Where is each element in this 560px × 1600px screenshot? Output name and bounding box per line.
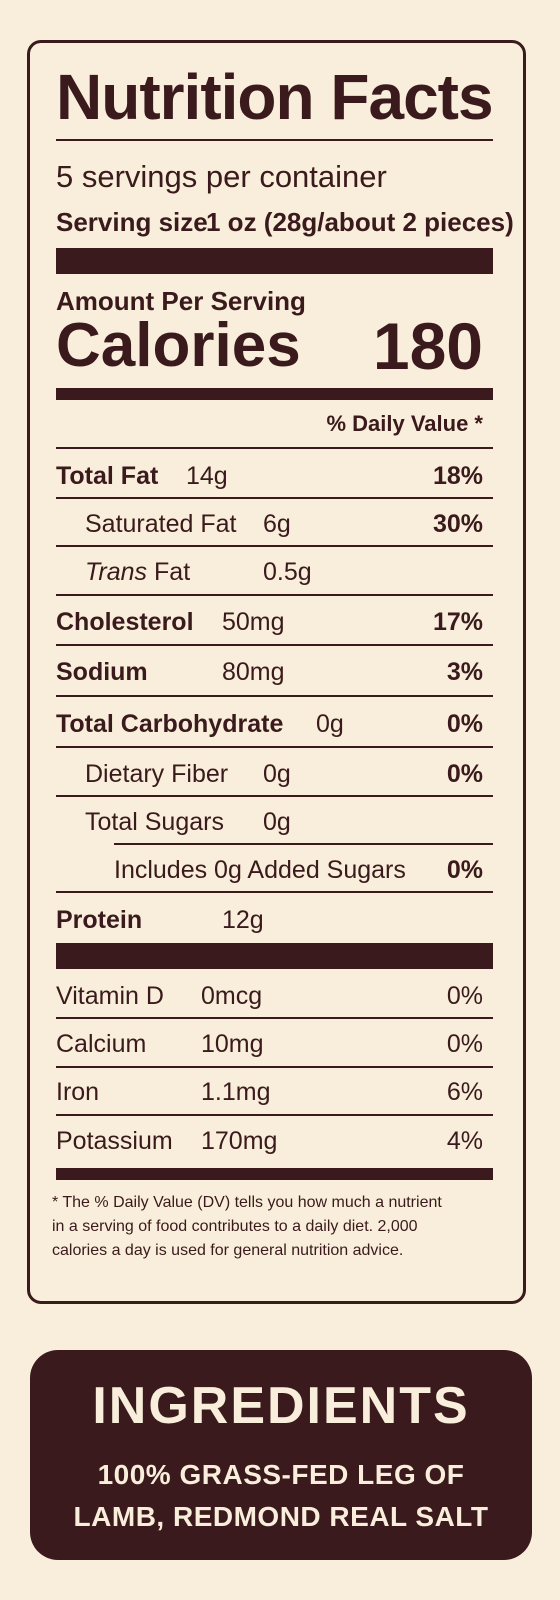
servings-per-container: 5 servings per container <box>56 159 387 194</box>
saturated-fat-amount: 6g <box>263 510 291 538</box>
calcium-dv: 0% <box>446 1030 483 1058</box>
ingredients-line-2: LAMB, REDMOND REAL SALT <box>73 1501 489 1532</box>
potassium-dv: 4% <box>446 1127 483 1155</box>
vitamin-d-dv: 0% <box>446 982 483 1010</box>
sodium-label: Sodium <box>56 658 148 686</box>
trans-fat-label: Trans Fat <box>85 557 190 587</box>
potassium-label: Potassium <box>56 1127 173 1155</box>
divider-medium <box>56 1168 493 1180</box>
trans-fat-label-suffix: Fat <box>154 558 191 586</box>
divider-thin <box>56 497 493 499</box>
divider-thin <box>56 746 493 748</box>
serving-size-value: 1 oz (28g/about 2 pieces) <box>206 207 514 237</box>
footnote-line-2: in a serving of food contributes to a da… <box>52 1218 418 1235</box>
total-fat-dv: 18% <box>432 462 483 490</box>
divider-thin <box>56 1066 493 1068</box>
total-carbohydrate-dv: 0% <box>446 710 483 738</box>
divider-thin-indented <box>114 843 493 845</box>
divider-thin <box>56 1017 493 1019</box>
total-sugars-amount: 0g <box>263 808 291 836</box>
divider-thick <box>56 248 493 274</box>
serving-size-label: Serving size <box>56 207 208 237</box>
amount-per-serving: Amount Per Serving <box>56 286 306 316</box>
divider-thin <box>56 545 493 547</box>
total-sugars-label: Total Sugars <box>85 808 224 836</box>
divider-thin <box>56 139 493 141</box>
vitamin-d-label: Vitamin D <box>56 982 164 1010</box>
calcium-label: Calcium <box>56 1030 147 1058</box>
footnote-line-3: calories a day is used for general nutri… <box>52 1242 404 1259</box>
saturated-fat-label: Saturated Fat <box>85 510 237 538</box>
total-carbohydrate-amount: 0g <box>316 710 344 738</box>
iron-dv: 6% <box>446 1078 483 1106</box>
dietary-fiber-dv: 0% <box>446 760 483 788</box>
divider-thin <box>56 594 493 596</box>
trans-fat-amount: 0.5g <box>263 558 312 586</box>
potassium-amount: 170mg <box>201 1127 278 1155</box>
sodium-dv: 3% <box>446 658 483 686</box>
divider-thin <box>56 891 493 893</box>
dietary-fiber-label: Dietary Fiber <box>85 760 229 788</box>
ingredients-list: 100% GRASS-FED LEG OF LAMB, REDMOND REAL… <box>30 1454 532 1538</box>
daily-value-header: % Daily Value * <box>326 411 483 436</box>
nutrition-facts-panel: Nutrition Facts 5 servings per container… <box>27 40 526 1304</box>
total-fat-amount: 14g <box>186 462 228 490</box>
divider-thick <box>56 943 493 969</box>
nutrition-facts-content: Nutrition Facts 5 servings per container… <box>52 43 514 1301</box>
divider-medium <box>56 388 493 400</box>
cholesterol-amount: 50mg <box>222 608 285 636</box>
cholesterol-label: Cholesterol <box>56 608 194 636</box>
divider-thin <box>56 695 493 697</box>
total-fat-label: Total Fat <box>56 462 159 490</box>
nutrition-facts-title: Nutrition Facts <box>56 61 494 133</box>
total-carbohydrate-label: Total Carbohydrate <box>56 710 284 738</box>
divider-thin <box>56 644 493 646</box>
saturated-fat-dv: 30% <box>432 510 483 538</box>
trans-fat-label-italic: Trans <box>85 558 148 586</box>
calcium-amount: 10mg <box>201 1030 264 1058</box>
calories-label: Calories <box>56 311 301 380</box>
sodium-amount: 80mg <box>222 658 285 686</box>
added-sugars-label: Includes 0g Added Sugars <box>114 856 406 884</box>
protein-label: Protein <box>56 906 143 934</box>
dietary-fiber-amount: 0g <box>263 760 291 788</box>
vitamin-d-amount: 0mcg <box>201 982 263 1010</box>
iron-amount: 1.1mg <box>201 1078 271 1106</box>
iron-label: Iron <box>56 1078 100 1106</box>
divider-thin <box>56 1114 493 1116</box>
calories-value: 180 <box>372 309 483 383</box>
ingredients-title: INGREDIENTS <box>92 1377 470 1435</box>
ingredients-line-1: 100% GRASS-FED LEG OF <box>97 1459 465 1490</box>
added-sugars-dv: 0% <box>446 856 483 884</box>
divider-thin <box>56 795 493 797</box>
cholesterol-dv: 17% <box>432 608 483 636</box>
divider-thin <box>56 447 493 449</box>
footnote-line-1: * The % Daily Value (DV) tells you how m… <box>52 1194 442 1211</box>
protein-amount: 12g <box>222 906 264 934</box>
ingredients-panel: INGREDIENTS 100% GRASS-FED LEG OF LAMB, … <box>30 1350 532 1560</box>
